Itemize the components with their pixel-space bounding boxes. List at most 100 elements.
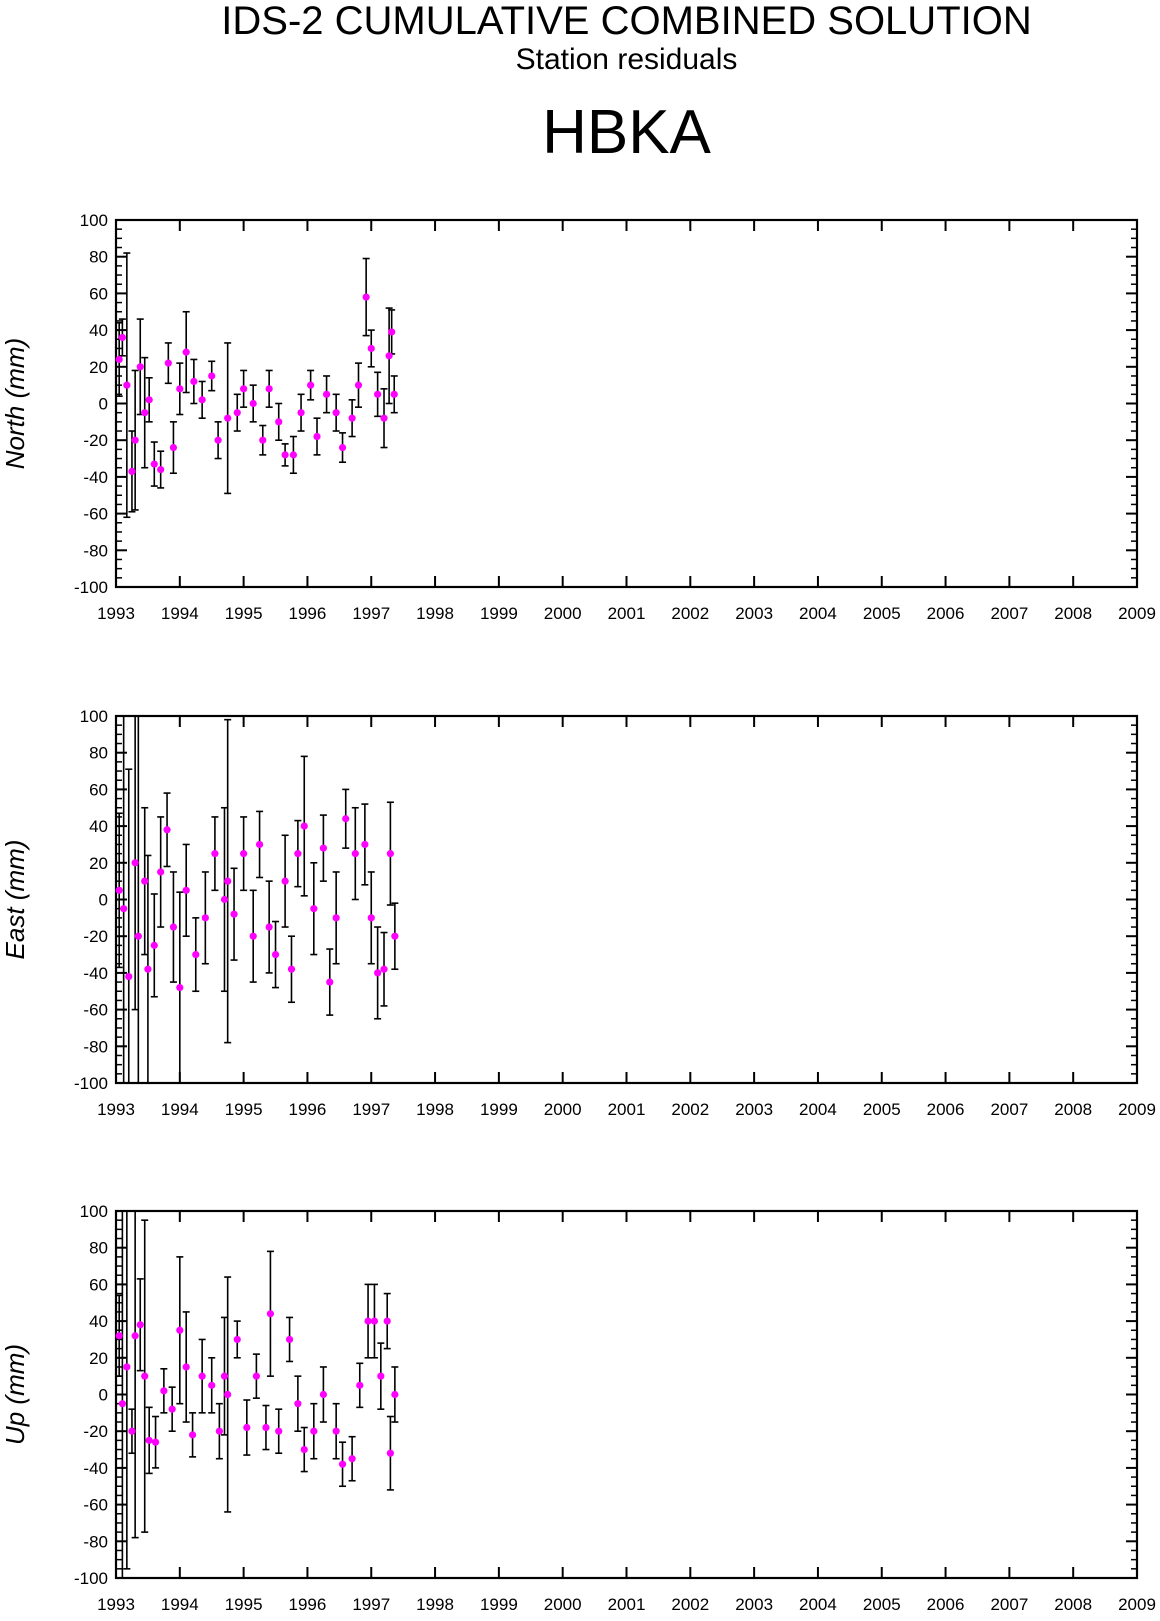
up-panel: 1993 1994 1995 1996 1997 1998 1999 2000 2001 2002… xyxy=(0,1202,1156,1614)
east-x-tick-label: 2008 xyxy=(1054,1100,1092,1119)
east-data-point xyxy=(255,840,264,849)
east-data-point xyxy=(230,910,238,918)
north-x-tick-label: 1996 xyxy=(289,604,327,623)
north-x-tick-label: 2007 xyxy=(990,604,1028,623)
up-data-point xyxy=(128,1427,136,1435)
north-x-tick-label: 2004 xyxy=(799,604,837,623)
north-data-point xyxy=(190,377,198,386)
north-data-point xyxy=(145,396,153,404)
up-data-point xyxy=(160,1387,168,1395)
north-data-point xyxy=(265,385,273,393)
up-data-point xyxy=(275,1427,283,1435)
up-data-point xyxy=(243,1423,251,1432)
up-x-tick-label: 2002 xyxy=(671,1595,709,1614)
east-y-tick-label: 60 xyxy=(89,780,108,799)
up-x-tick-label: 1997 xyxy=(352,1595,390,1614)
east-data-point xyxy=(240,850,248,858)
up-plot-frame xyxy=(114,1209,1139,1580)
east-data-point xyxy=(201,914,209,922)
east-x-tick-label: 1993 xyxy=(97,1100,135,1119)
east-data-point xyxy=(281,877,289,885)
up-x-tick-label: 2007 xyxy=(990,1595,1028,1614)
east-x-tick-label: 1997 xyxy=(352,1100,390,1119)
north-y-tick-label: -100 xyxy=(74,578,108,597)
north-x-tick-label: 2008 xyxy=(1054,604,1092,623)
north-x-tick-label: 2006 xyxy=(927,604,965,623)
north-data-point xyxy=(131,436,139,444)
east-data-point xyxy=(271,950,280,959)
up-data-point xyxy=(356,1381,364,1389)
east-x-tick-label: 1996 xyxy=(289,1100,327,1119)
east-y-tick-label: 0 xyxy=(99,891,108,910)
up-y-tick-label: 60 xyxy=(89,1275,108,1294)
east-y-tick-label: -60 xyxy=(83,1001,108,1020)
up-y-tick-label: -20 xyxy=(83,1422,108,1441)
north-data-point xyxy=(240,385,248,393)
north-x-tick-label: 2009 xyxy=(1118,604,1156,623)
up-x-tick-label: 2001 xyxy=(608,1595,646,1614)
east-data-point xyxy=(120,905,128,913)
up-data-point xyxy=(252,1372,260,1380)
east-data-point xyxy=(220,895,229,904)
north-data-point xyxy=(169,443,178,452)
up-data-point xyxy=(338,1460,347,1468)
north-data-point xyxy=(123,381,131,389)
east-data-point xyxy=(332,914,340,922)
up-data-point xyxy=(182,1363,190,1371)
east-data-point xyxy=(157,868,165,876)
north-data-point xyxy=(281,451,289,459)
up-data-point xyxy=(115,1332,123,1340)
east-y-tick-label: 80 xyxy=(89,744,108,763)
north-y-tick-label: -40 xyxy=(83,468,108,487)
north-x-tick-label: 2003 xyxy=(735,604,773,623)
north-x-tick-label: 2005 xyxy=(863,604,901,623)
east-data-point xyxy=(192,950,200,959)
east-x-tick-label: 1999 xyxy=(480,1100,518,1119)
up-x-tick-label: 1998 xyxy=(416,1595,454,1614)
east-data-point xyxy=(115,886,123,894)
east-y-tick-label: 20 xyxy=(89,854,108,873)
up-y-tick-label: 80 xyxy=(89,1239,108,1258)
up-data-point xyxy=(145,1436,153,1444)
chart-subtitle: Station residuals xyxy=(515,43,738,76)
east-data-point xyxy=(169,923,178,931)
east-data-point xyxy=(326,978,334,986)
up-data-point xyxy=(383,1317,391,1325)
up-y-tick-label: -100 xyxy=(74,1569,108,1588)
north-x-tick-label: 1993 xyxy=(97,604,135,623)
north-data-point xyxy=(367,344,375,353)
east-data-point xyxy=(211,850,219,858)
east-data-point xyxy=(361,840,369,849)
up-x-tick-label: 1999 xyxy=(480,1595,518,1614)
up-y-tick-label: 100 xyxy=(80,1202,108,1221)
north-y-tick-label: 20 xyxy=(89,358,108,377)
up-x-tick-label: 1994 xyxy=(161,1595,199,1614)
up-data-point xyxy=(208,1381,216,1389)
station-name: HBKA xyxy=(542,98,711,167)
east-data-point xyxy=(249,932,257,940)
up-data-point xyxy=(176,1326,184,1334)
north-data-point xyxy=(224,414,232,422)
east-y-tick-label: -80 xyxy=(83,1037,108,1056)
up-x-tick-label: 1996 xyxy=(289,1595,327,1614)
north-data-point xyxy=(198,396,206,404)
up-x-tick-label: 2006 xyxy=(927,1595,965,1614)
up-x-tick-label: 2005 xyxy=(863,1595,901,1614)
east-data-point xyxy=(141,877,149,885)
up-data-point xyxy=(168,1405,176,1413)
north-data-point xyxy=(362,293,370,301)
up-y-axis-label: Up (mm) xyxy=(0,1344,30,1445)
north-data-point xyxy=(388,328,396,336)
east-y-axis-label: East (mm) xyxy=(0,840,30,960)
up-y-tick-label: -80 xyxy=(83,1532,108,1551)
north-data-point xyxy=(374,390,382,398)
north-x-tick-label: 1994 xyxy=(161,604,199,623)
east-data-point xyxy=(367,914,375,922)
up-x-tick-label: 2004 xyxy=(799,1595,837,1614)
east-x-tick-label: 2002 xyxy=(671,1100,709,1119)
up-data-point xyxy=(220,1372,229,1380)
east-data-point xyxy=(150,941,158,949)
north-data-point xyxy=(128,467,136,475)
up-data-point xyxy=(131,1332,139,1340)
up-y-tick-label: 20 xyxy=(89,1349,108,1368)
